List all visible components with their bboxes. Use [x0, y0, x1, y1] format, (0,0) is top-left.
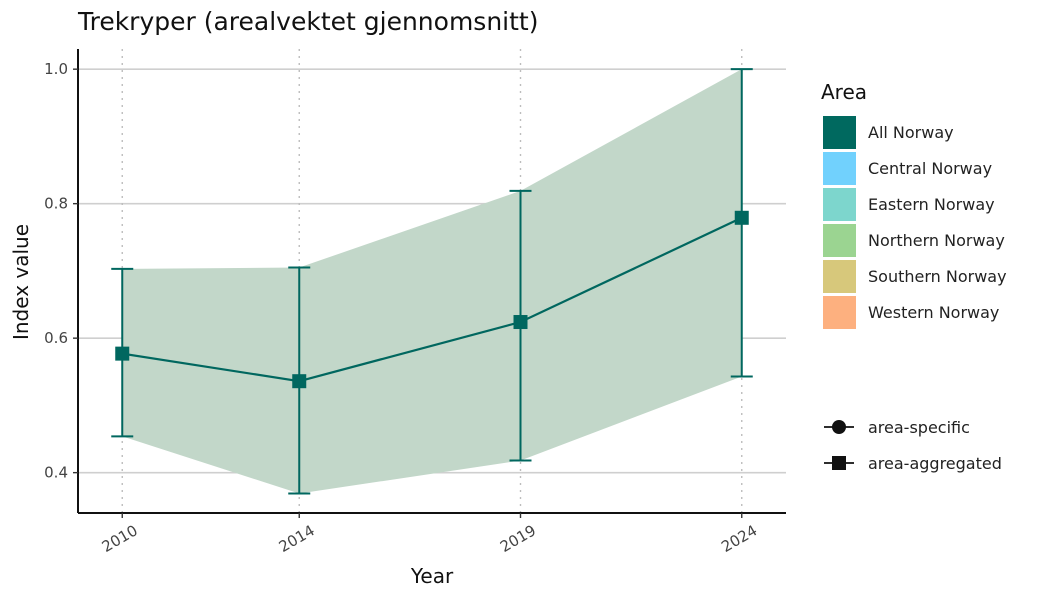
legend-swatch — [823, 296, 856, 329]
confidence-ribbon-layer — [122, 69, 742, 494]
legend-label: Northern Norway — [868, 231, 1005, 250]
legend-item: Central Norway — [823, 152, 992, 185]
square-icon — [832, 456, 846, 470]
legend-shape-item: area-aggregated — [824, 454, 1002, 473]
legend-swatch — [823, 116, 856, 149]
y-tick-label: 0.8 — [44, 195, 68, 213]
y-tick-label: 1.0 — [44, 60, 68, 78]
data-point — [292, 374, 307, 389]
legend-label: All Norway — [868, 123, 954, 142]
series-line-layer — [122, 216, 743, 383]
legend: Area All Norway Central Norway Eastern Nor… — [821, 80, 1007, 473]
legend-label: Western Norway — [868, 303, 999, 322]
series-line — [122, 216, 743, 383]
legend-item: All Norway — [823, 116, 954, 149]
y-tick-label: 0.4 — [44, 464, 68, 482]
chart-title: Trekryper (arealvektet gjennomsnitt) — [77, 7, 538, 36]
legend-swatch — [823, 152, 856, 185]
legend-label: Eastern Norway — [868, 195, 995, 214]
legend-swatch — [823, 224, 856, 257]
axes — [73, 49, 786, 518]
x-tick-label: 2019 — [497, 521, 539, 556]
x-tick-label: 2010 — [99, 521, 141, 556]
x-axis-title: Year — [410, 564, 454, 588]
legend-item: Southern Norway — [823, 260, 1007, 293]
y-tick-label: 0.6 — [44, 329, 68, 347]
legend-shape-label: area-aggregated — [868, 454, 1002, 473]
data-point — [734, 210, 749, 225]
point-layer — [115, 210, 749, 389]
y-axis-title: Index value — [9, 224, 33, 340]
legend-item: Western Norway — [823, 296, 999, 329]
legend-label: Southern Norway — [868, 267, 1007, 286]
legend-swatch — [823, 260, 856, 293]
data-point — [513, 315, 528, 330]
confidence-ribbon — [122, 69, 742, 494]
legend-item: Northern Norway — [823, 224, 1005, 257]
legend-title: Area — [821, 80, 867, 104]
legend-item: Eastern Norway — [823, 188, 995, 221]
legend-shape-item: area-specific — [824, 418, 970, 437]
circle-icon — [832, 420, 846, 434]
legend-shape-label: area-specific — [868, 418, 970, 437]
x-tick-label: 2024 — [718, 521, 760, 556]
legend-label: Central Norway — [868, 159, 992, 178]
data-point — [115, 346, 130, 361]
legend-swatch — [823, 188, 856, 221]
x-tick-label: 2014 — [276, 521, 318, 556]
